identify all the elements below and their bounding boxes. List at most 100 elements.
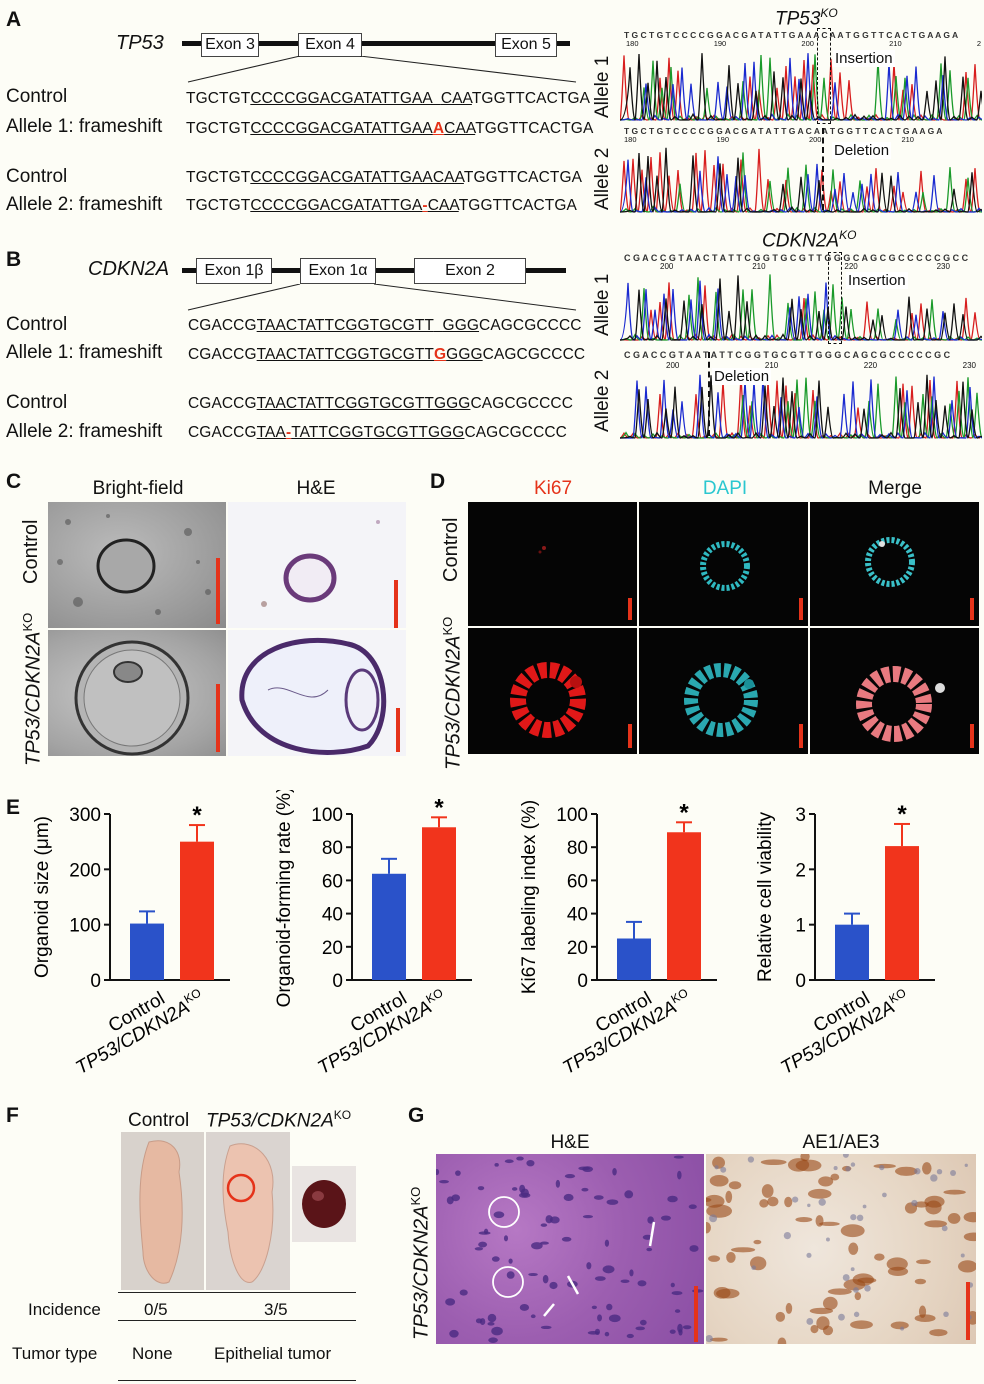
seq-label: Control	[6, 86, 68, 107]
seq-row: TGCTGTCCCCGGACGATATTGA-CAATGGTTCACTGA	[186, 197, 577, 214]
allele-1-label-b: Allele 1	[592, 273, 613, 336]
bar-ko	[422, 827, 456, 980]
insertion-label-b: Insertion	[846, 272, 908, 289]
seq-row: CGACCGTAACTATTCGGTGCGTTGGGCAGCGCCCC	[188, 395, 573, 412]
y-tick-label: 60	[322, 871, 343, 892]
brightfield-control-image	[48, 502, 226, 628]
chromatogram-a2	[620, 147, 982, 213]
row-label-ko-g: TP53/CDKN2AKO	[408, 1186, 433, 1340]
chromatogram-a1	[620, 53, 982, 121]
trace-title-tp53: TP53KO	[775, 6, 838, 30]
incidence-ko: 3/5	[264, 1300, 288, 1319]
y-tick-label: 40	[322, 905, 343, 926]
exon-1b-box: Exon 1β	[196, 258, 272, 284]
y-tick-label: 40	[567, 905, 588, 926]
bar-control	[372, 873, 406, 980]
col-header-merge: Merge	[868, 478, 922, 499]
col-header-he: H&E	[296, 478, 336, 499]
y-tick-label: 20	[567, 938, 588, 959]
significance-star: *	[434, 794, 444, 821]
row-label-ko: TP53/CDKN2AKO	[20, 612, 45, 766]
panel-label-a: A	[6, 8, 22, 31]
col-ko-f: TP53/CDKN2AKO	[206, 1108, 352, 1132]
y-tick-label: 60	[567, 871, 588, 892]
insertion-box	[817, 28, 831, 124]
tumor-photo	[292, 1166, 356, 1242]
seq-label: Control	[6, 166, 68, 187]
mouse-ko-photo	[206, 1132, 290, 1290]
y-tick-label: 0	[577, 971, 588, 992]
y-tick-label: 300	[69, 805, 101, 826]
mouse-control-photo	[121, 1132, 204, 1290]
ki67-control-image	[468, 502, 637, 626]
y-tick-label: 3	[795, 805, 806, 826]
incidence-control: 0/5	[144, 1300, 168, 1319]
y-tick-label: 100	[556, 805, 588, 826]
insertion-label: Insertion	[833, 50, 895, 67]
allele-1-label: Allele 1	[592, 55, 613, 118]
deletion-line-b	[708, 352, 710, 436]
bar-control	[130, 923, 164, 980]
trace-title-cdkn2a: CDKN2AKO	[762, 228, 857, 252]
exon-1a-box: Exon 1α	[300, 258, 376, 284]
chromatogram-b2	[620, 374, 982, 439]
seq-label: Control	[6, 392, 68, 413]
row-label-ko-d: TP53/CDKN2AKO	[440, 616, 465, 770]
incidence-label: Incidence	[28, 1300, 101, 1319]
he-control-image	[228, 502, 406, 628]
y-tick-label: 100	[69, 916, 101, 937]
deletion-label-b: Deletion	[712, 368, 772, 385]
panel-label-b: B	[6, 248, 22, 271]
he-ko-image	[228, 630, 406, 756]
panel-label-g: G	[408, 1104, 425, 1127]
seq-row: CGACCGTAA-TATTCGGTGCGTTGGGCAGCGCCCC	[188, 424, 567, 441]
y-tick-label: 0	[332, 971, 343, 992]
trace-ticks-b1: 200 210 220 230	[660, 262, 950, 271]
significance-star: *	[679, 799, 689, 826]
allele-2-label: Allele 2	[592, 147, 613, 210]
trace-seq-b1: C G A C C G T A A C T A T T C G G T G C …	[624, 253, 969, 263]
panel-label-f: F	[6, 1104, 19, 1127]
row-label-control: Control	[20, 519, 42, 584]
ki67-ko-image	[468, 628, 637, 754]
seq-row: TGCTGTCCCCGGACGATATTGAAACAATGGTTCACTGA	[186, 120, 594, 137]
merge-ko-image	[810, 628, 979, 754]
zoom-lines-b	[187, 284, 577, 311]
dapi-ko-image	[639, 628, 808, 754]
bar-control	[835, 924, 869, 980]
y-tick-label: 100	[311, 805, 343, 826]
y-tick-label: 1	[795, 916, 806, 937]
trace-ticks-2: 180 190 200 210	[624, 135, 914, 144]
exon-3-box: Exon 3	[201, 33, 259, 57]
deletion-line	[822, 128, 824, 210]
insertion-box-b	[828, 252, 842, 344]
y-tick-label: 80	[322, 838, 343, 859]
allele-2-label-b: Allele 2	[592, 369, 613, 432]
significance-star: *	[192, 802, 202, 829]
exon-4-box: Exon 4	[298, 33, 362, 57]
col-header-ki67: Ki67	[533, 478, 573, 499]
y-tick-label: 80	[567, 838, 588, 859]
merge-control-image	[810, 502, 979, 626]
panel-label-d: D	[430, 470, 446, 493]
row-label-control-d: Control	[440, 517, 462, 582]
exon-5-box: Exon 5	[495, 33, 557, 57]
bar-control	[617, 938, 651, 980]
seq-label: Allele 1: frameshift	[6, 116, 163, 137]
significance-star: *	[897, 801, 907, 828]
trace-ticks-1: 180 190 200 210 2	[626, 39, 981, 48]
tumor-type-ko: Epithelial tumor	[214, 1344, 332, 1363]
zoom-lines	[187, 56, 577, 83]
ae1ae3-image	[706, 1154, 976, 1344]
deletion-label: Deletion	[832, 142, 892, 159]
y-axis-label: Organoid size (μm)	[32, 816, 53, 978]
panel-label-e: E	[6, 796, 21, 819]
panel-label-c: C	[6, 470, 22, 493]
y-tick-label: 20	[322, 938, 343, 959]
col-header-dapi: DAPI	[702, 478, 748, 499]
y-tick-label: 0	[90, 971, 101, 992]
y-tick-label: 2	[795, 860, 806, 881]
